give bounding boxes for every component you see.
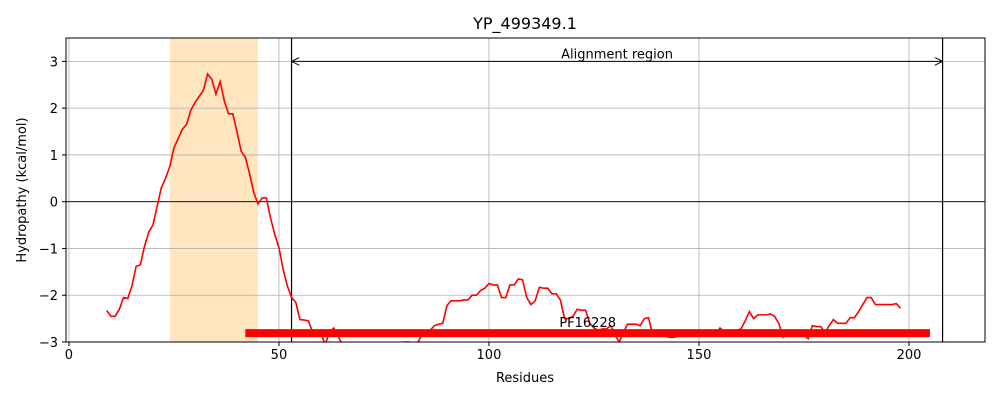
region-label: Alignment region	[561, 47, 673, 62]
hydropathy-line	[106, 72, 902, 342]
x-axis-label: Residues	[496, 371, 554, 386]
x-tick-label: 0	[65, 348, 73, 363]
x-tick-label: 100	[477, 348, 502, 363]
y-tick-label: −1	[39, 242, 58, 257]
shaded-region	[169, 38, 258, 342]
y-tick-label: 0	[50, 196, 58, 211]
x-tick-label: 200	[897, 348, 922, 363]
y-tick-label: −3	[39, 336, 58, 351]
y-tick-label: 1	[50, 149, 58, 164]
x-tick-label: 50	[271, 348, 288, 363]
domain-label: PF16228	[559, 316, 616, 331]
y-tick-label: 2	[50, 102, 58, 117]
x-tick-label: 150	[687, 348, 712, 363]
plot-frame	[65, 37, 986, 343]
y-tick-label: −2	[39, 289, 58, 304]
chart-title: YP_499349.1	[472, 14, 577, 34]
y-axis-label: Hydropathy (kcal/mol)	[15, 117, 30, 262]
y-tick-label: 3	[50, 55, 58, 70]
